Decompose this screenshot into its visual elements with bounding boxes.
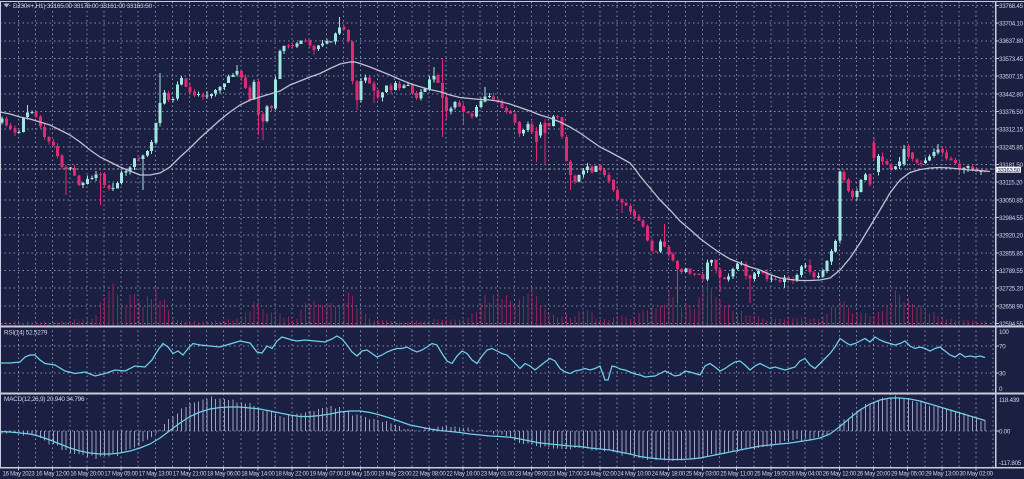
svg-text:19 May 23:00: 19 May 23:00 — [378, 472, 412, 478]
svg-text:33768.45: 33768.45 — [999, 3, 1024, 10]
svg-text:33115.20: 33115.20 — [999, 180, 1023, 187]
svg-text:33163.50: 33163.50 — [998, 168, 1021, 174]
svg-text:33637.80: 33637.80 — [999, 38, 1024, 45]
svg-text:33573.45: 33573.45 — [999, 56, 1024, 63]
svg-text:0: 0 — [999, 386, 1003, 393]
svg-text:26 May 04:00: 26 May 04:00 — [788, 472, 822, 478]
svg-text:26 May 12:00: 26 May 12:00 — [823, 472, 857, 478]
svg-text:16 May 20:00: 16 May 20:00 — [70, 472, 104, 478]
svg-text:26 May 20:00: 26 May 20:00 — [857, 472, 891, 478]
svg-text:23 May 01:00: 23 May 01:00 — [481, 472, 515, 478]
svg-text:32725.20: 32725.20 — [999, 286, 1024, 293]
svg-text:32658.90: 32658.90 — [999, 303, 1024, 310]
svg-text:33245.85: 33245.85 — [999, 144, 1024, 151]
svg-text:33704.10: 33704.10 — [999, 21, 1024, 28]
svg-text:16 May 12:00: 16 May 12:00 — [36, 472, 70, 478]
svg-text:23 May 09:00: 23 May 09:00 — [515, 472, 549, 478]
svg-text:22 May 08:00: 22 May 08:00 — [412, 472, 446, 478]
svg-text:100: 100 — [999, 329, 1009, 336]
svg-text:22 May 16:00: 22 May 16:00 — [446, 472, 480, 478]
svg-text:RSI(14) 52.5279: RSI(14) 52.5279 — [4, 330, 48, 337]
svg-text:19 May 15:00: 19 May 15:00 — [344, 472, 378, 478]
svg-text:33181.50: 33181.50 — [999, 162, 1024, 169]
svg-text:32789.55: 32789.55 — [999, 268, 1024, 275]
svg-text:33376.50: 33376.50 — [999, 109, 1024, 116]
svg-text:118.439: 118.439 — [999, 397, 1020, 404]
svg-text:33507.15: 33507.15 — [999, 74, 1024, 81]
svg-text:23 May 17:00: 23 May 17:00 — [549, 472, 583, 478]
svg-text:30 May 02:00: 30 May 02:00 — [959, 472, 993, 478]
svg-text:24 May 18:00: 24 May 18:00 — [652, 472, 686, 478]
svg-text:33050.85: 33050.85 — [999, 197, 1024, 204]
svg-text:25 May 03:00: 25 May 03:00 — [686, 472, 720, 478]
svg-text:-117.805: -117.805 — [999, 460, 1022, 467]
svg-text:17 May 21:00: 17 May 21:00 — [173, 472, 207, 478]
svg-text:32855.85: 32855.85 — [999, 250, 1024, 257]
svg-text:0.00: 0.00 — [999, 428, 1011, 435]
svg-text:25 May 19:00: 25 May 19:00 — [754, 472, 788, 478]
svg-text:32920.20: 32920.20 — [999, 233, 1024, 240]
svg-text:18 May 14:00: 18 May 14:00 — [241, 472, 275, 478]
svg-text:18 May 06:00: 18 May 06:00 — [207, 472, 241, 478]
svg-text:17 May 13:00: 17 May 13:00 — [139, 472, 173, 478]
svg-text:17 May 05:00: 17 May 05:00 — [104, 472, 138, 478]
svg-text:19 May 07:00: 19 May 07:00 — [310, 472, 344, 478]
svg-text:DJ30#+,H1) 33165.00 33176.00 3: DJ30#+,H1) 33165.00 33176.00 33161.00 33… — [13, 3, 152, 10]
svg-text:16 May 2023: 16 May 2023 — [3, 472, 36, 478]
svg-text:33312.15: 33312.15 — [999, 127, 1024, 134]
svg-text:18 May 22:00: 18 May 22:00 — [275, 472, 309, 478]
svg-text:30: 30 — [999, 370, 1006, 377]
svg-text:MACD(12,26,9) 20.940 34.796: MACD(12,26,9) 20.940 34.796 — [4, 396, 85, 403]
svg-text:24 May 02:00: 24 May 02:00 — [583, 472, 617, 478]
svg-text:32594.55: 32594.55 — [999, 321, 1024, 328]
svg-text:32984.55: 32984.55 — [999, 215, 1024, 222]
svg-text:29 May 05:00: 29 May 05:00 — [891, 472, 925, 478]
svg-text:25 May 11:00: 25 May 11:00 — [720, 472, 754, 478]
svg-text:24 May 10:00: 24 May 10:00 — [617, 472, 651, 478]
svg-text:33442.80: 33442.80 — [999, 91, 1024, 98]
svg-text:29 May 13:00: 29 May 13:00 — [925, 472, 959, 478]
svg-text:70: 70 — [999, 343, 1006, 350]
